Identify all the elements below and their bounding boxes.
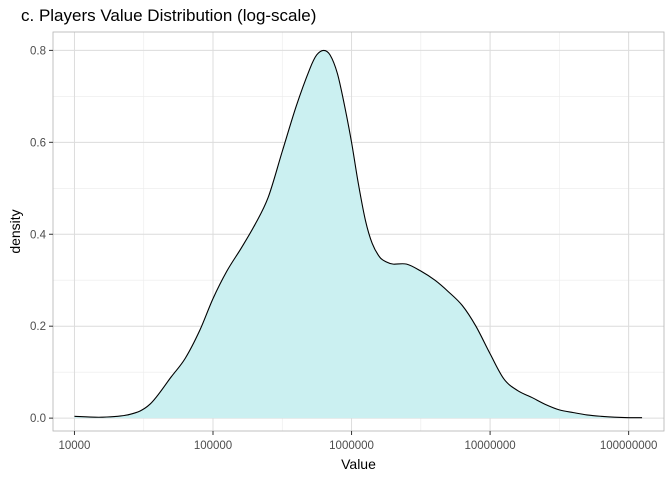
x-tick-label: 100000000 (600, 440, 658, 452)
y-tick-label: 0.4 (30, 229, 47, 241)
axes: 10000 100000 1000000 10000000 100000000 0.0 0.… (30, 45, 657, 452)
x-tick-label: 10000 (58, 440, 90, 452)
y-tick-label: 0.8 (30, 45, 46, 57)
panel-border (52, 31, 665, 432)
y-axis-title: density (7, 209, 23, 253)
density-area (74, 50, 643, 419)
x-tick-label: 1000000 (329, 440, 374, 452)
chart-title: c. Players Value Distribution (log-scale… (21, 6, 317, 25)
x-tick-label: 10000000 (465, 440, 516, 452)
x-axis-title: Value (341, 456, 376, 472)
y-tick-label: 0.6 (30, 137, 46, 149)
density-line (74, 49, 643, 419)
x-tick-label: 100000 (194, 440, 232, 452)
plot-area (74, 49, 643, 419)
y-tick-label: 0.2 (30, 321, 46, 333)
y-tick-label: 0.0 (30, 413, 46, 425)
